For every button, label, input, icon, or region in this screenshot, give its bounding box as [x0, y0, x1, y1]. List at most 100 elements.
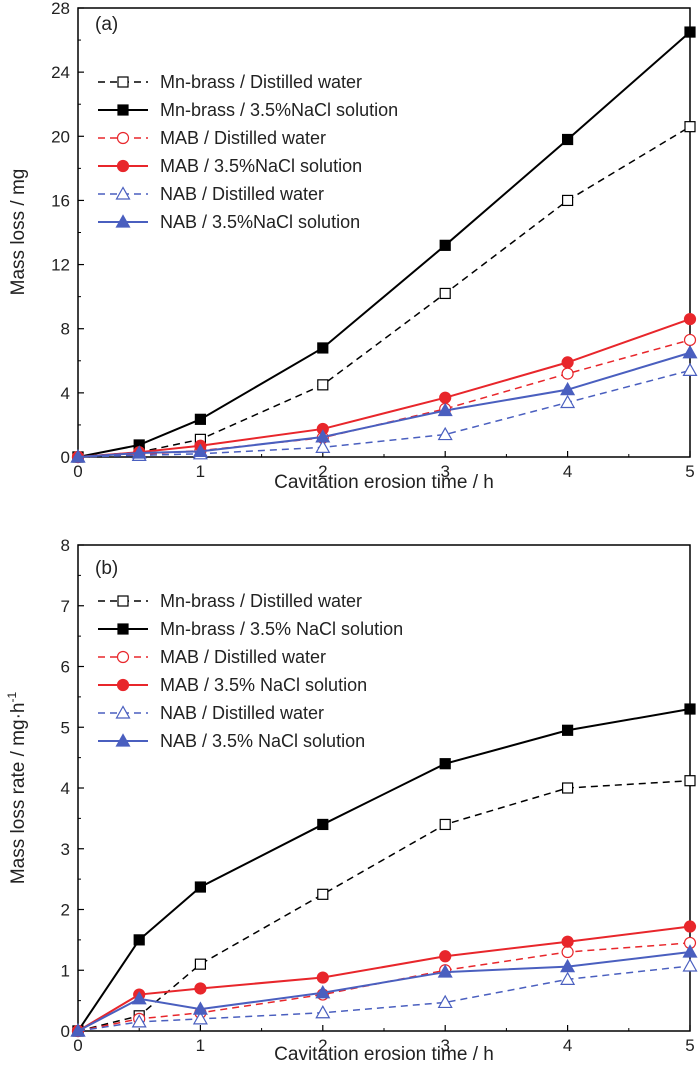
- panel-a-legend-label-3: MAB / 3.5%NaCl solution: [160, 156, 362, 176]
- panel-a-y-tick-label: 0: [61, 448, 70, 467]
- panel-a-legend-marker-4: [115, 186, 131, 200]
- panel-a-series-line-1: [77, 31, 691, 458]
- panel-a-series-0-point: [439, 287, 451, 300]
- panel-b-series-line-0: [77, 779, 691, 1032]
- panel-b-series-5-point: [682, 944, 698, 958]
- x-axis-title-a: Cavitation erosion time / h: [274, 472, 494, 493]
- panel-a-series-1-point: [439, 239, 451, 251]
- panel-a-series-2-point: [561, 367, 574, 380]
- panel-a-legend-marker-2: [116, 131, 130, 145]
- panel-b-x-tick-label: 0: [73, 1036, 82, 1055]
- panel-a-series-1-point: [684, 26, 696, 38]
- panel-b-series-4-point: [192, 1011, 208, 1025]
- panel-b-legend-marker-2: [116, 650, 130, 664]
- panel-a-series-1-point: [194, 413, 206, 425]
- plot-frame-b: [77, 544, 691, 1032]
- panel-b-legend-marker-4: [115, 705, 131, 719]
- panel-b-x-tick-label: 2: [318, 1036, 327, 1055]
- panel-b-series-1-point: [439, 758, 451, 770]
- panel-a-series-3-point: [439, 391, 452, 404]
- panel-b-x-tick-label: 5: [685, 1036, 694, 1055]
- panel-b-y-tick-label: 5: [61, 718, 70, 737]
- panel-b-series-3-point: [561, 935, 574, 948]
- series-group-a: [70, 26, 698, 464]
- panel-a-series-4-point: [560, 394, 576, 409]
- panel-a-series-5-point: [682, 345, 698, 359]
- panel-b: (b) Cavitation erosion time / h Mass los…: [5, 536, 698, 1065]
- panel-b-y-tick-label: 7: [61, 597, 70, 616]
- panel-b-series-3-point: [683, 920, 697, 933]
- panel-b-y-tick-label: 0: [61, 1022, 70, 1041]
- panel-a-x-tick-label: 2: [318, 462, 327, 481]
- panel-a-series-4-point: [315, 439, 331, 453]
- panel-b-series-0-point: [439, 818, 451, 831]
- panel-a-series-4-point: [437, 426, 453, 441]
- panel-a-series-5-point: [192, 443, 208, 457]
- panel-b-series-5-point: [437, 964, 453, 978]
- panel-label-a: (a): [95, 14, 118, 35]
- panel-a-y-tick-label: 20: [51, 127, 70, 146]
- panel-b-series-5-point: [560, 958, 576, 973]
- panel-a-series-3-point: [561, 356, 574, 369]
- legend-a: Mn-brass / Distilled water Mn-brass / 3.5…: [98, 72, 398, 232]
- panel-a-x-tick-label: 0: [73, 462, 82, 481]
- panel-b-y-tick-label: 8: [61, 536, 70, 555]
- panel-b-series-5-point: [192, 1001, 208, 1015]
- panel-b-series-1-point: [194, 881, 206, 893]
- panel-b-series-0-point: [194, 958, 206, 970]
- panel-a-x-tick-label: 4: [563, 462, 572, 481]
- panel-b-series-0-point: [561, 782, 574, 794]
- panel-b-legend-label-4: NAB / Distilled water: [160, 703, 324, 723]
- panel-b-series-0-point: [317, 888, 329, 900]
- panel-b-y-tick-label: 1: [61, 961, 70, 980]
- panel-b-series-4-point: [437, 994, 453, 1009]
- panel-a-y-tick-label: 28: [51, 0, 70, 18]
- y-axis-title-b: Mass loss rate / mg·h-1: [5, 692, 29, 885]
- panel-b-series-line-3: [77, 925, 691, 1032]
- panel-a-y-tick-label: 4: [61, 384, 70, 403]
- panel-a-series-2-point: [683, 333, 697, 347]
- panel-b-y-tick-label: 2: [61, 901, 70, 920]
- panel-a-legend-marker-1: [117, 104, 129, 116]
- panel-a-series-3-point: [683, 312, 697, 326]
- panel-b-series-2-point: [561, 945, 574, 959]
- panel-a-y-tick-label: 16: [51, 191, 70, 210]
- panel-a-series-4-point: [682, 362, 698, 377]
- panel-a-y-tick-label: 8: [61, 320, 70, 339]
- panel-b-series-5-point: [70, 1023, 86, 1037]
- panel-a-series-5-point: [315, 429, 331, 443]
- panel-label-b: (b): [95, 558, 118, 579]
- axis-ticks-b: 0 1 2 3 4 5 0 1 2 3 4 5 6 7 8: [61, 536, 695, 1055]
- panel-b-legend-label-0: Mn-brass / Distilled water: [160, 591, 362, 611]
- panel-b-legend-label-3: MAB / 3.5% NaCl solution: [160, 675, 367, 695]
- x-axis-title-b: Cavitation erosion time / h: [274, 1044, 494, 1065]
- panel-a-series-0-point: [317, 379, 329, 391]
- panel-b-legend-marker-1: [117, 623, 129, 635]
- panel-a-y-tick-label: 12: [51, 256, 70, 275]
- panel-b-legend-label-2: MAB / Distilled water: [160, 647, 326, 667]
- panel-b-series-4-point: [682, 958, 698, 972]
- panel-b-y-tick-label: 4: [61, 779, 70, 798]
- panel-b-series-3-point: [194, 982, 207, 995]
- panel-a-x-tick-label: 1: [196, 462, 205, 481]
- y-axis-title-a: Mass loss / mg: [8, 169, 29, 296]
- panel-a-legend-label-0: Mn-brass / Distilled water: [160, 72, 362, 92]
- panel-a-legend-marker-5: [115, 214, 131, 228]
- panel-a-series-0-point: [684, 121, 696, 133]
- panel-b-series-4-point: [560, 971, 576, 985]
- panel-b-series-1-point: [684, 703, 696, 715]
- y-axis-title-b-sup: -1: [5, 692, 19, 703]
- panel-b-series-5-point: [131, 991, 147, 1005]
- panel-a-legend-label-1: Mn-brass / 3.5%NaCl solution: [160, 100, 398, 120]
- panel-a: (a) Cavitation erosion time / h Mass los…: [8, 0, 698, 493]
- panel-a-series-line-3: [77, 318, 691, 458]
- panel-a-legend-marker-3: [116, 159, 130, 173]
- panel-a-series-5-point: [70, 449, 86, 463]
- panel-a-legend-label-4: NAB / Distilled water: [160, 184, 324, 204]
- panel-b-x-tick-label: 3: [440, 1036, 449, 1055]
- panel-a-series-5-point: [131, 445, 147, 459]
- panel-a-y-tick-label: 24: [51, 63, 70, 82]
- series-group-b: [70, 703, 698, 1038]
